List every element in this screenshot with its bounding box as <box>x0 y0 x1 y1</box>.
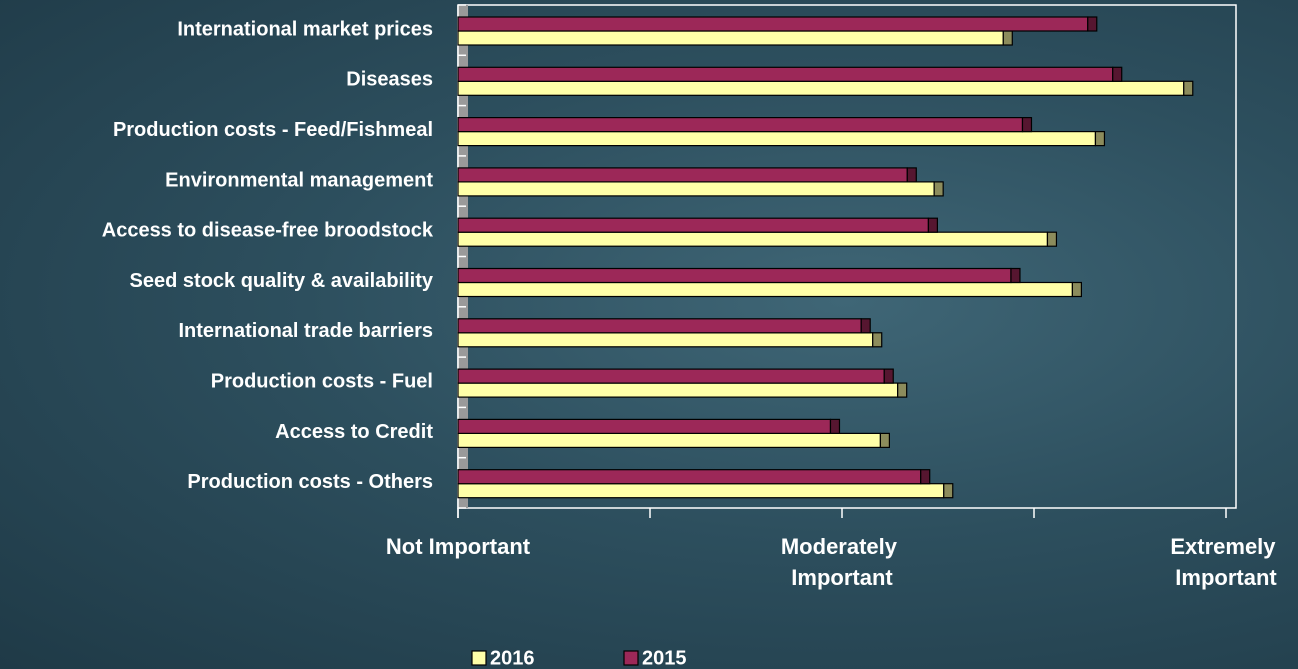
x-tick-label: Extremely Important <box>1170 534 1281 590</box>
bar-cap <box>1010 267 1021 284</box>
legend-swatch <box>471 650 487 666</box>
bar <box>457 368 885 384</box>
bar <box>457 181 935 197</box>
bar-cap <box>920 469 931 485</box>
y-tick-label: Environmental management <box>165 169 433 191</box>
y-tick-label: Production costs - Others <box>187 471 433 493</box>
bar <box>457 16 1089 32</box>
legend-label: 2015 <box>642 647 687 669</box>
y-tick-label: Production costs - Feed/Fishmeal <box>113 119 433 141</box>
bar <box>457 469 922 485</box>
bar-cap <box>883 368 894 384</box>
bar <box>457 382 899 398</box>
y-tick-label: Production costs - Fuel <box>211 371 433 393</box>
bar-cap <box>1002 30 1013 46</box>
bar <box>457 231 1049 247</box>
bar-cap <box>897 382 908 398</box>
bar <box>457 418 832 434</box>
bar-cap <box>879 432 891 448</box>
bar-cap <box>1087 16 1098 32</box>
bar <box>457 483 945 499</box>
bar <box>457 167 908 183</box>
bar-cap <box>933 181 944 197</box>
bar <box>457 131 1097 147</box>
bar-cap <box>927 217 939 233</box>
bar-cap <box>1112 66 1123 82</box>
bar <box>457 318 862 334</box>
bar <box>457 80 1185 96</box>
y-tick-label: International market prices <box>177 18 433 40</box>
legend-swatch <box>623 650 639 666</box>
x-tick-label: Not Important <box>386 534 531 559</box>
bar <box>457 267 1012 284</box>
legend-label: 2016 <box>490 647 535 669</box>
bar-cap <box>906 167 917 183</box>
bar-cap <box>872 332 883 348</box>
bar-cap <box>860 318 871 334</box>
x-tick-label: Moderately Important <box>781 534 903 590</box>
y-tick-label: Seed stock quality & availability <box>130 270 434 292</box>
bar-cap <box>1183 80 1194 96</box>
bar-cap <box>829 418 841 434</box>
y-tick-label: Access to disease-free broodstock <box>102 220 434 242</box>
y-tick-label: International trade barriers <box>178 320 433 342</box>
bar <box>457 217 929 233</box>
y-tick-label: Access to Credit <box>275 421 433 443</box>
bar <box>457 332 874 348</box>
bar-cap <box>1021 116 1033 133</box>
bar <box>457 281 1074 298</box>
bar <box>457 432 881 448</box>
bar <box>457 116 1024 133</box>
bar <box>457 66 1114 82</box>
y-tick-label: Diseases <box>346 69 433 91</box>
bar-cap <box>943 483 954 499</box>
bar-cap <box>1046 231 1058 247</box>
bar-cap <box>1071 281 1083 298</box>
bar-cap <box>1094 131 1106 147</box>
bar <box>457 30 1004 46</box>
